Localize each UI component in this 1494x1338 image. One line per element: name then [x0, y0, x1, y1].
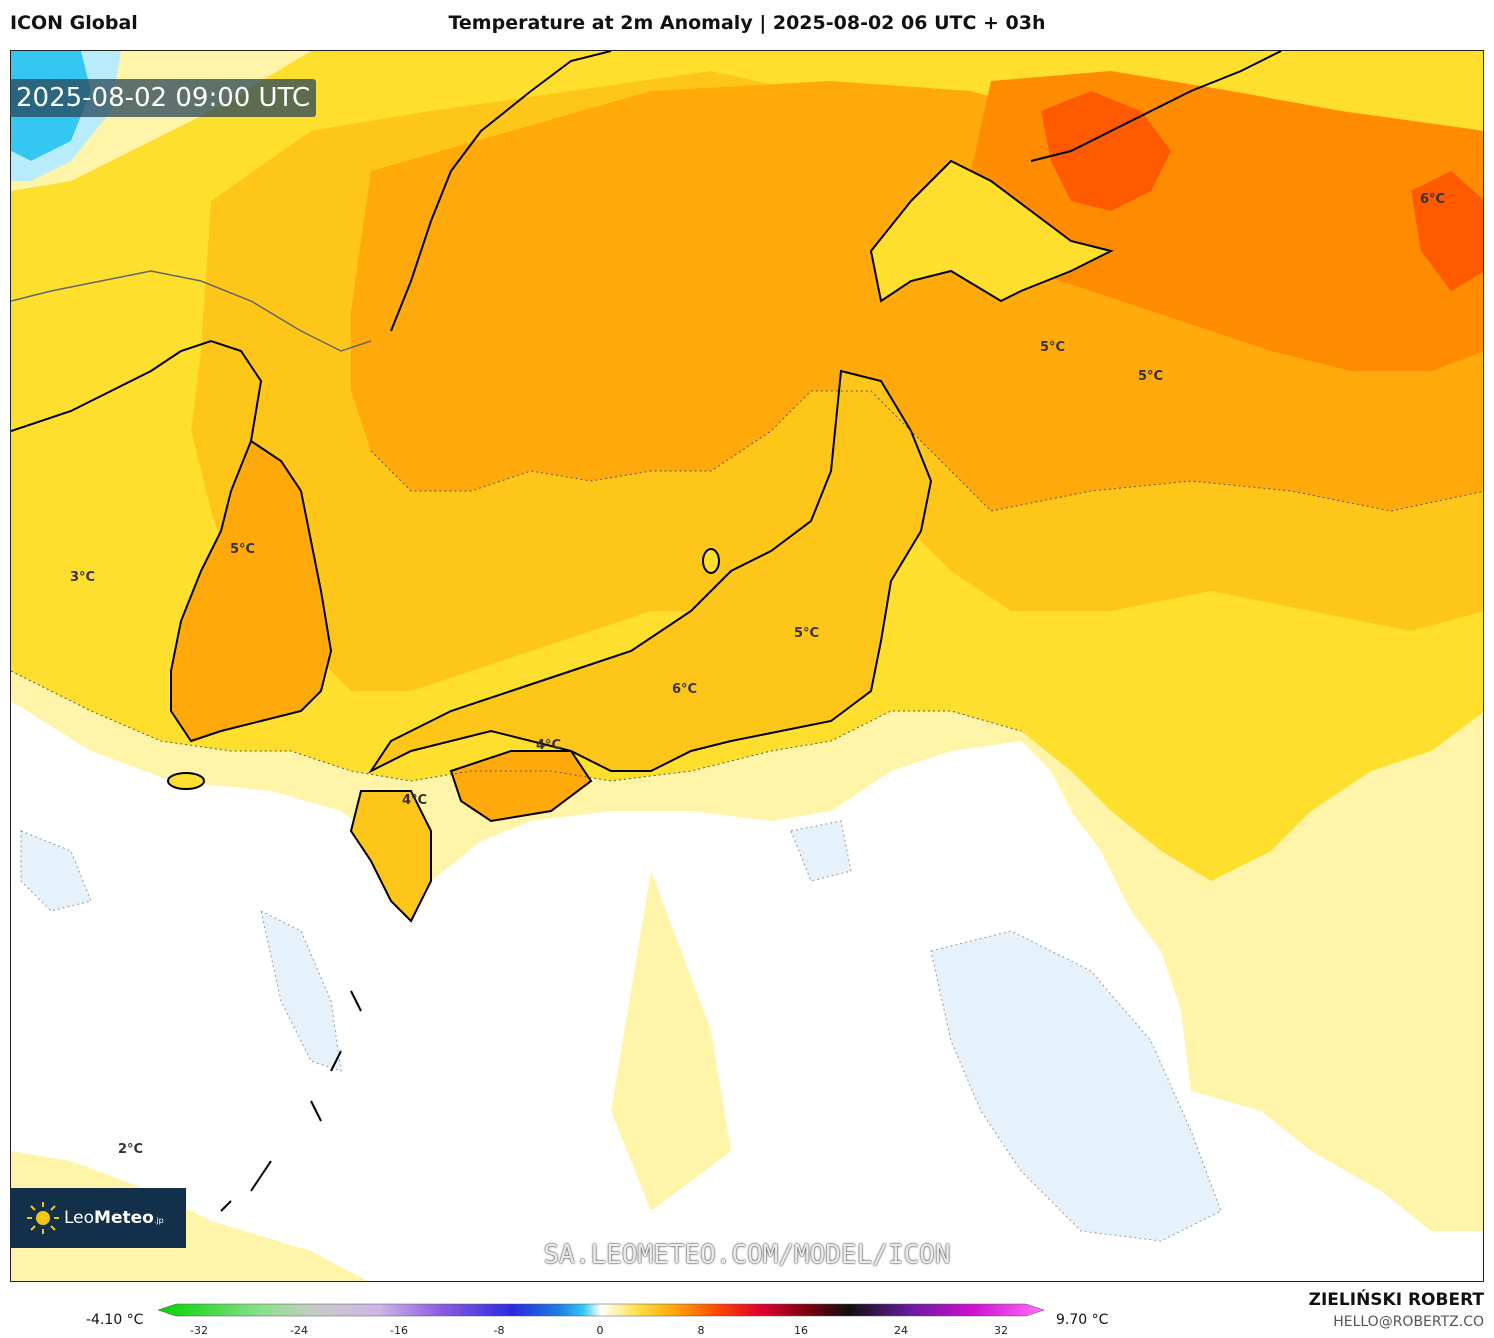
pale-blue-pool: [930, 930, 1222, 1242]
color-scale-bar: [158, 1303, 1044, 1317]
logo-wordmark: LeoMeteo.jp: [64, 1208, 164, 1228]
china-border: [11, 270, 372, 352]
scale-tick: 24: [894, 1324, 908, 1337]
scale-tick: -32: [190, 1324, 208, 1337]
russia-coast-2: [1030, 51, 1282, 162]
map-canvas: [11, 51, 1483, 1281]
anomaly-map: [10, 50, 1484, 1282]
scale-tick: 16: [794, 1324, 808, 1337]
ryukyu-islands: [220, 990, 362, 1212]
korea-china-coast: [11, 339, 263, 442]
scale-tick: -24: [290, 1324, 308, 1337]
pale-blue-pool-4: [790, 820, 852, 882]
contour-label: 4°C: [536, 738, 562, 753]
sun-icon: [27, 1202, 59, 1234]
scale-tick: -8: [493, 1324, 505, 1337]
contour-label: 6°C: [672, 682, 698, 697]
japan-kyushu: [349, 790, 432, 923]
valid-time-badge: 2025-08-02 09:00 UTC: [10, 79, 317, 117]
contour-label: 5°C: [1138, 369, 1164, 384]
contour-label: 6°C: [1420, 192, 1446, 207]
contour-line-2: [370, 390, 1483, 512]
scale-tick: 32: [994, 1324, 1008, 1337]
map-title: Temperature at 2m Anomaly | 2025-08-02 0…: [448, 12, 1046, 34]
legend-max-value: 9.70 °C: [1056, 1312, 1109, 1328]
jeju-island: [167, 772, 205, 790]
contour-label: 5°C: [230, 542, 256, 557]
author-email[interactable]: HELLO@ROBERTZ.CO: [1333, 1314, 1484, 1330]
pale-blue-pool-3: [20, 830, 92, 912]
legend-min-value: -4.10 °C: [86, 1312, 144, 1328]
deep-orange-hotspot-2: [1411, 171, 1483, 291]
scale-tick: -16: [390, 1324, 408, 1337]
japan-shikoku: [449, 750, 593, 823]
source-watermark: SA.LEOMETEO.COM/MODEL/ICON: [543, 1240, 951, 1270]
leometeo-logo[interactable]: LeoMeteo.jp: [10, 1188, 186, 1248]
contour-label: 3°C: [70, 570, 96, 585]
author-credit: ZIELIŃSKI ROBERT: [1308, 1290, 1484, 1310]
scale-tick: 8: [697, 1324, 705, 1337]
model-name: ICON Global: [10, 12, 138, 34]
korea-land: [170, 439, 333, 743]
contour-label: 2°C: [118, 1142, 144, 1157]
pale-tongue: [611, 871, 731, 1211]
deep-orange-hotspot: [1041, 91, 1171, 211]
scale-tick: 0: [596, 1324, 604, 1337]
contour-line: [11, 670, 1022, 782]
sado-island: [702, 548, 720, 574]
contour-label: 5°C: [794, 626, 820, 641]
russia-coast: [390, 51, 612, 332]
japan-honshu: [368, 369, 933, 774]
japan-hokkaido: [869, 159, 1114, 303]
contour-label: 5°C: [1040, 340, 1066, 355]
contour-label: 4°C: [402, 793, 428, 808]
pale-blue-pool-2: [260, 910, 342, 1072]
